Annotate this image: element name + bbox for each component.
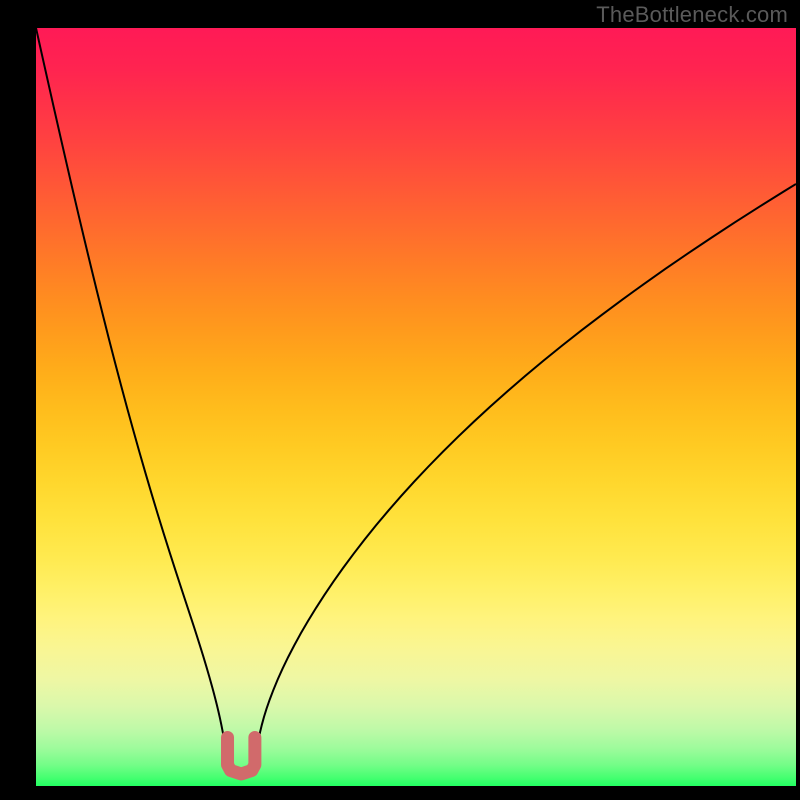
right-curve xyxy=(255,184,796,766)
watermark-text: TheBottleneck.com xyxy=(596,2,788,28)
left-curve xyxy=(36,28,228,766)
valley-marker xyxy=(228,737,255,774)
plot-area xyxy=(36,28,796,786)
chart-svg xyxy=(36,28,796,786)
stage: TheBottleneck.com xyxy=(0,0,800,800)
